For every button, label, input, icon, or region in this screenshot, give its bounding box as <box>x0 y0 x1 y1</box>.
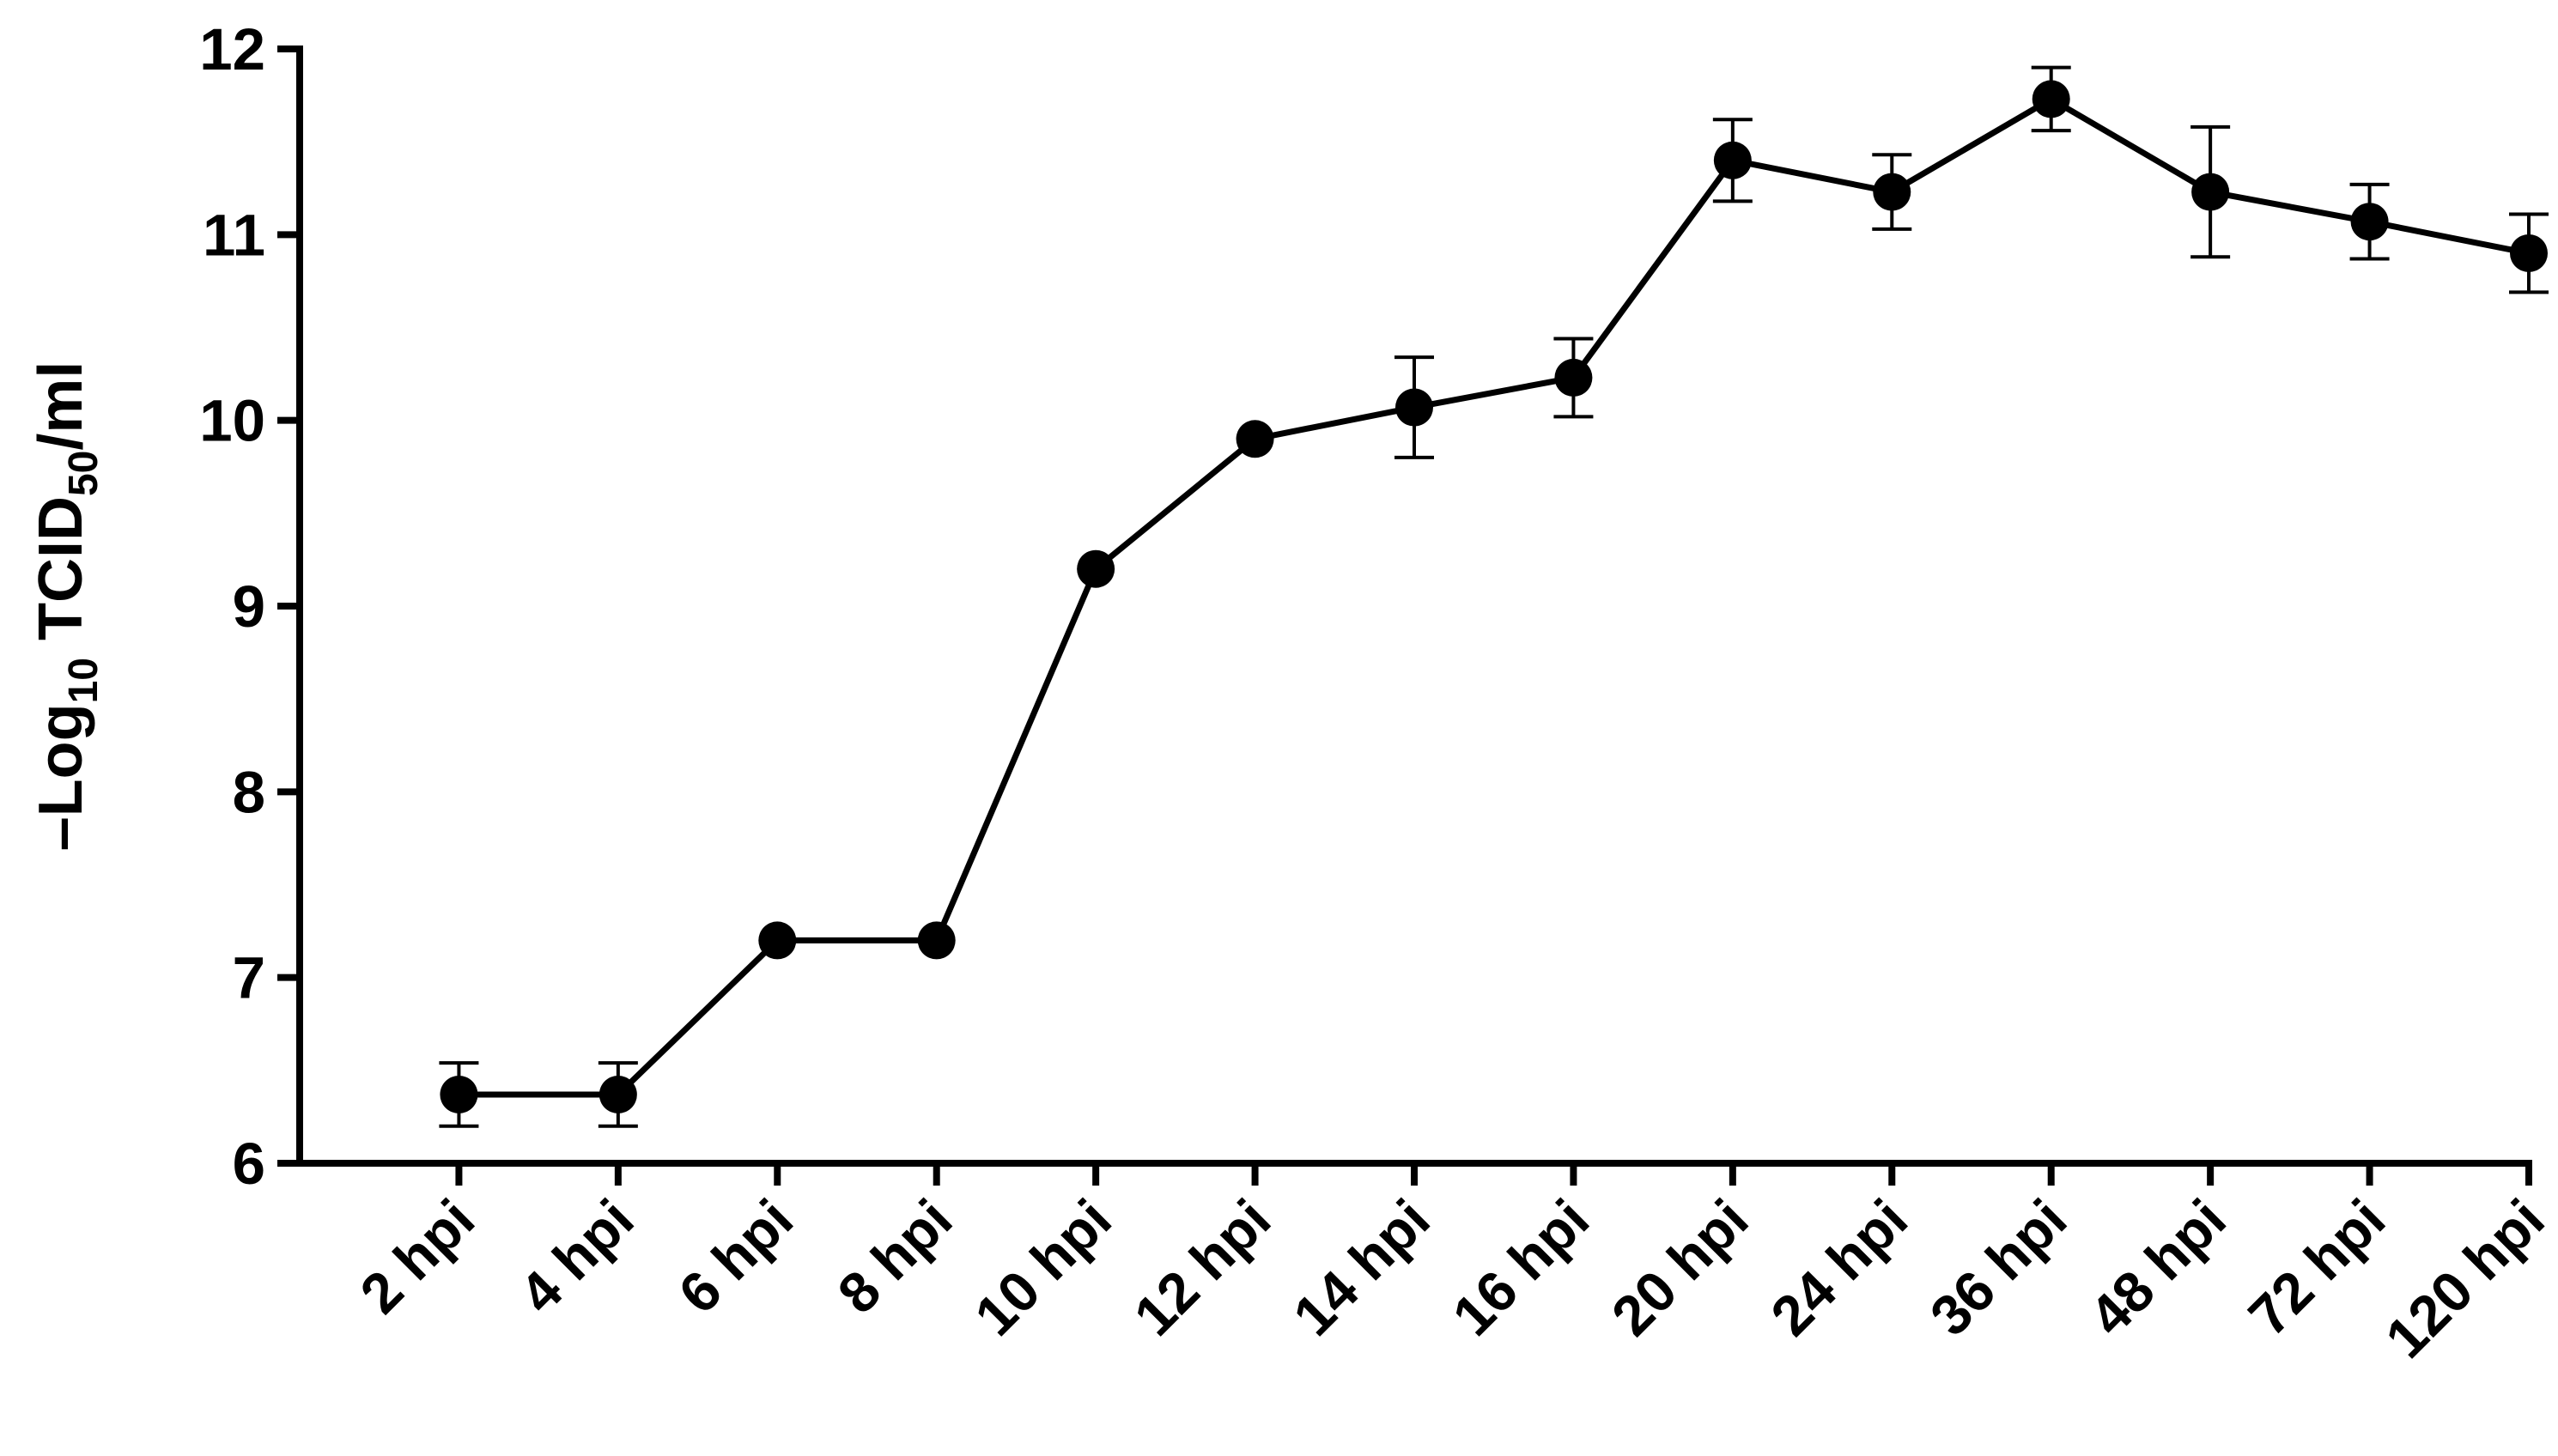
y-tick-label: 9 <box>233 573 265 640</box>
x-tick-label: 2 hpi <box>348 1187 486 1326</box>
y-tick-label: 12 <box>199 16 265 82</box>
y-tick-label: 11 <box>203 202 265 268</box>
marker <box>440 1075 478 1113</box>
marker <box>2510 234 2548 272</box>
marker <box>1077 549 1115 588</box>
x-tick-label: 4 hpi <box>507 1187 646 1326</box>
y-tick-label: 8 <box>233 759 265 825</box>
marker <box>1554 358 1593 397</box>
x-tick-label: 14 hpi <box>1281 1187 1442 1348</box>
x-tick-label: 10 hpi <box>963 1187 1123 1348</box>
x-tick-label: 120 hpi <box>2373 1187 2556 1370</box>
x-tick-label: 8 hpi <box>825 1187 963 1326</box>
marker <box>758 921 797 960</box>
x-tick-label: 12 hpi <box>1121 1187 1282 1348</box>
y-axis-label: –Log10 TCID50/ml <box>27 361 106 852</box>
x-tick-label: 24 hpi <box>1759 1187 1919 1348</box>
x-tick-label: 6 hpi <box>666 1187 805 1326</box>
x-tick-label: 48 hpi <box>2077 1187 2238 1348</box>
y-tick-label: 10 <box>199 388 265 454</box>
x-tick-label: 20 hpi <box>1600 1187 1760 1348</box>
y-label-subscript: 10 <box>61 658 106 703</box>
y-label-part: –Log <box>27 703 95 851</box>
marker <box>598 1075 637 1113</box>
y-label-part: /ml <box>27 361 95 451</box>
marker <box>2350 203 2389 241</box>
x-tick-label: 16 hpi <box>1440 1187 1601 1348</box>
y-tick-label: 6 <box>233 1131 265 1197</box>
marker <box>917 921 956 960</box>
y-label-part: TCID <box>27 496 95 658</box>
y-tick-label: 7 <box>233 945 265 1011</box>
marker <box>1236 420 1274 458</box>
marker <box>1713 141 1752 179</box>
y-label-subscript: 50 <box>61 451 106 496</box>
marker <box>1395 388 1433 427</box>
marker <box>1873 173 1911 211</box>
marker <box>2191 173 2230 211</box>
x-tick-label: 72 hpi <box>2236 1187 2397 1348</box>
marker <box>2032 80 2070 118</box>
x-tick-label: 36 hpi <box>1917 1187 2078 1348</box>
series-line <box>459 95 2530 1098</box>
